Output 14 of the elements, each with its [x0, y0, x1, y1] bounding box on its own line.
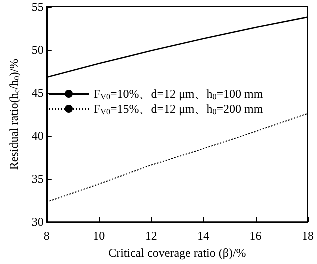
x-axis-title: Critical coverage ratio (β)/%: [108, 246, 246, 260]
x-tick-label: 18: [302, 229, 314, 244]
y-tick-label: 40: [32, 129, 44, 144]
y-tick-label: 30: [32, 215, 44, 230]
y-tick-label: 55: [32, 0, 44, 14]
y-tick-label: 35: [32, 172, 44, 186]
y-axis-title: Residual ratio(hc/h0)/%: [7, 58, 22, 170]
x-tick-label: 10: [93, 229, 106, 244]
x-tick-label: 8: [44, 229, 50, 244]
x-tick-label: 12: [145, 229, 158, 244]
x-tick-label: 14: [198, 229, 210, 244]
y-tick-label: 45: [32, 86, 44, 100]
y-tick-label: 50: [32, 43, 44, 58]
x-tick-label: 16: [250, 229, 262, 244]
